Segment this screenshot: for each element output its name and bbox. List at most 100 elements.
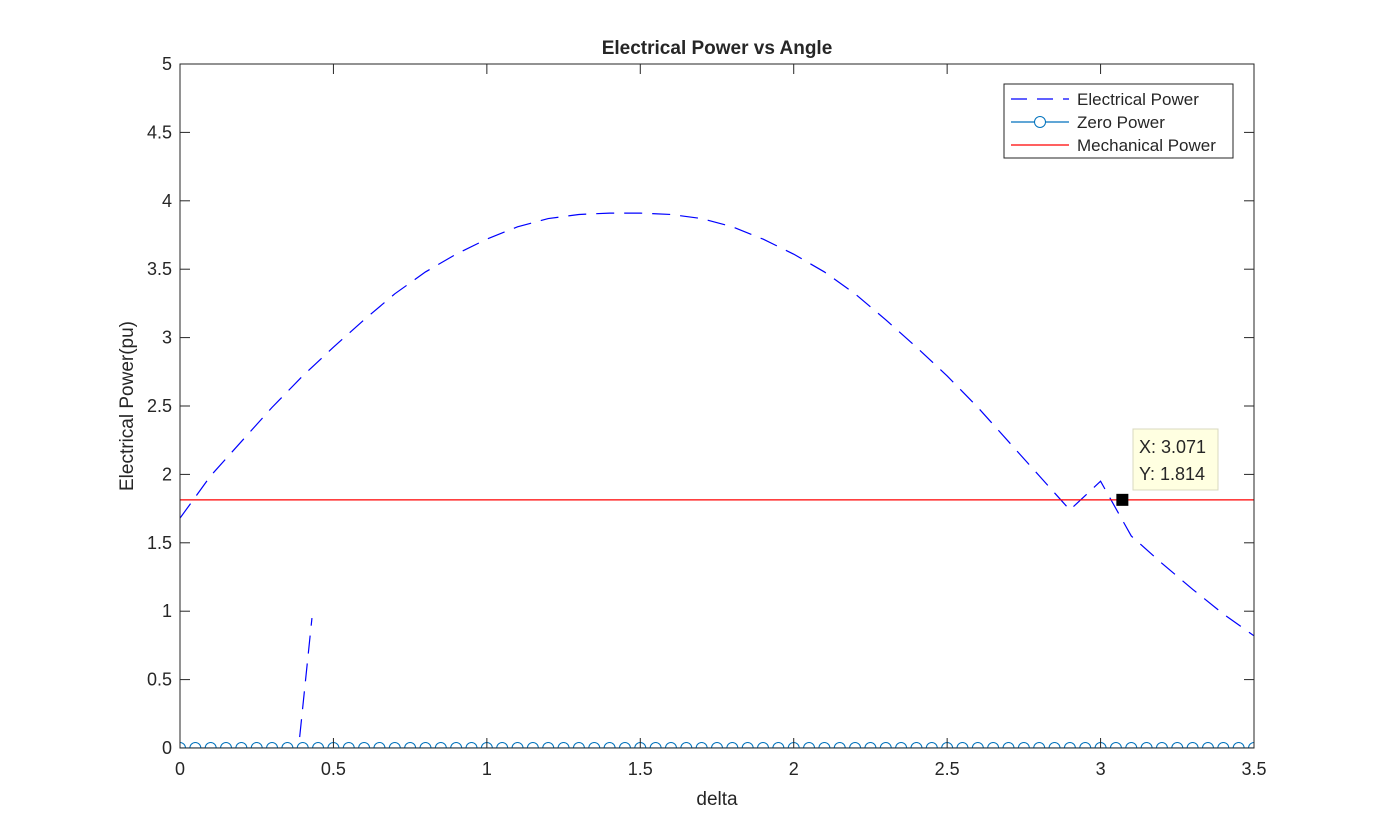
data-point-marker xyxy=(312,742,325,748)
y-tick-label: 4.5 xyxy=(147,122,172,142)
data-point-marker xyxy=(1125,742,1138,748)
data-point-marker xyxy=(741,742,754,748)
x-tick-label: 2.5 xyxy=(935,759,960,779)
data-point-marker xyxy=(388,742,401,748)
data-point-marker xyxy=(603,742,616,748)
legend-entry[interactable]: Electrical Power xyxy=(1011,90,1199,109)
y-tick-label: 0 xyxy=(162,738,172,758)
data-point-marker xyxy=(1079,742,1092,748)
data-point-marker xyxy=(711,742,723,748)
data-point-marker xyxy=(987,742,1000,748)
data-point-marker xyxy=(1201,742,1214,748)
data-point-marker xyxy=(833,742,846,748)
data-point-marker xyxy=(925,742,938,748)
axes-box xyxy=(179,63,1255,749)
data-point-marker xyxy=(818,742,831,748)
x-tick-label: 1 xyxy=(482,759,492,779)
data-point-marker xyxy=(189,742,202,748)
y-tick-label: 1.5 xyxy=(147,533,172,553)
data-point-marker xyxy=(1155,742,1168,748)
data-point-marker xyxy=(726,742,739,748)
data-point-marker xyxy=(879,742,892,748)
x-tick-label: 3 xyxy=(1096,759,1106,779)
data-point-marker xyxy=(1017,742,1030,748)
y-tick-label: 5 xyxy=(162,54,172,74)
legend-label: Electrical Power xyxy=(1077,90,1199,109)
data-point-marker xyxy=(572,742,585,748)
data-point-marker xyxy=(496,742,509,748)
data-point-marker xyxy=(281,742,294,748)
data-point-marker xyxy=(404,742,417,748)
legend-entry[interactable]: Mechanical Power xyxy=(1011,136,1216,155)
data-point-marker xyxy=(465,742,478,748)
data-point-marker xyxy=(772,742,785,748)
series-line xyxy=(180,212,1254,637)
data-point-marker xyxy=(342,742,355,748)
datatip[interactable]: X: 3.071 Y: 1.814 xyxy=(1116,428,1219,506)
chart-title: Electrical Power vs Angle xyxy=(602,38,833,59)
series-line xyxy=(299,617,313,738)
data-point-marker xyxy=(1033,742,1046,748)
data-point-marker xyxy=(1109,742,1122,748)
x-tick-label: 1.5 xyxy=(628,759,653,779)
x-tick-label: 2 xyxy=(789,759,799,779)
data-point-marker xyxy=(618,742,631,748)
data-point-marker xyxy=(1063,742,1076,748)
data-point-marker xyxy=(235,742,248,748)
data-point-marker xyxy=(358,742,371,748)
datatip-y-text: Y: 1.814 xyxy=(1139,464,1205,484)
data-point-marker xyxy=(864,742,877,748)
data-point-marker xyxy=(588,742,601,748)
data-point-marker xyxy=(450,742,463,748)
data-point-marker xyxy=(803,742,816,748)
legend-marker-sample xyxy=(1034,116,1046,128)
legend-entry[interactable]: Zero Power xyxy=(1011,113,1165,132)
data-point-marker xyxy=(1002,742,1015,748)
x-tick-label: 3.5 xyxy=(1241,759,1266,779)
data-point-marker xyxy=(849,742,862,748)
y-tick-label: 0.5 xyxy=(147,670,172,690)
data-point-marker xyxy=(680,742,693,748)
data-point-marker xyxy=(557,742,570,748)
datatip-marker[interactable] xyxy=(1116,493,1129,506)
datatip-box xyxy=(1132,428,1219,491)
data-point-marker xyxy=(910,742,923,748)
data-point-marker xyxy=(695,742,708,748)
data-point-marker xyxy=(511,742,524,748)
x-axis-label: delta xyxy=(696,789,738,810)
y-tick-label: 2.5 xyxy=(147,396,172,416)
data-point-marker xyxy=(664,742,677,748)
data-point-marker xyxy=(250,742,263,748)
data-point-marker xyxy=(1232,742,1245,748)
y-tick-label: 3.5 xyxy=(147,259,172,279)
y-tick-label: 2 xyxy=(162,464,172,484)
data-point-marker xyxy=(757,742,770,748)
ticks-layer: 0 0.5 1 1.5 2 2.5 3 3.5 0 0.5 1 1.5 2 2.5 3 3.5 4 4.5 5 xyxy=(147,54,1267,779)
y-tick-label: 1 xyxy=(162,601,172,621)
data-point-marker xyxy=(220,742,233,748)
x-tick-label: 0.5 xyxy=(321,759,346,779)
data-point-marker xyxy=(971,742,984,748)
data-point-marker xyxy=(895,742,908,748)
data-point-marker xyxy=(956,742,969,748)
data-point-marker xyxy=(1186,742,1199,748)
y-tick-label: 3 xyxy=(162,328,172,348)
data-point-marker xyxy=(526,742,539,748)
data-point-marker xyxy=(1140,742,1153,748)
axes: 0 0.5 1 1.5 2 2.5 3 3.5 0 0.5 1 1.5 2 2.5 3 3.5 4 4.5 5 xyxy=(147,54,1267,779)
legend[interactable]: Electrical Power Zero Power Mechanical Pow… xyxy=(1003,83,1234,159)
data-point-marker xyxy=(1171,742,1184,748)
legend-label: Mechanical Power xyxy=(1077,136,1216,155)
data-point-marker xyxy=(649,742,662,748)
y-axis-label: Electrical Power(pu) xyxy=(117,321,138,491)
data-point-marker xyxy=(373,742,386,748)
plot-area xyxy=(180,64,1254,748)
data-point-marker xyxy=(434,742,447,748)
data-point-marker xyxy=(419,742,432,748)
data-point-marker xyxy=(204,742,217,748)
y-tick-label: 4 xyxy=(162,191,172,211)
data-point-marker xyxy=(1048,742,1061,748)
data-point-marker xyxy=(542,742,555,748)
x-tick-label: 0 xyxy=(175,759,185,779)
